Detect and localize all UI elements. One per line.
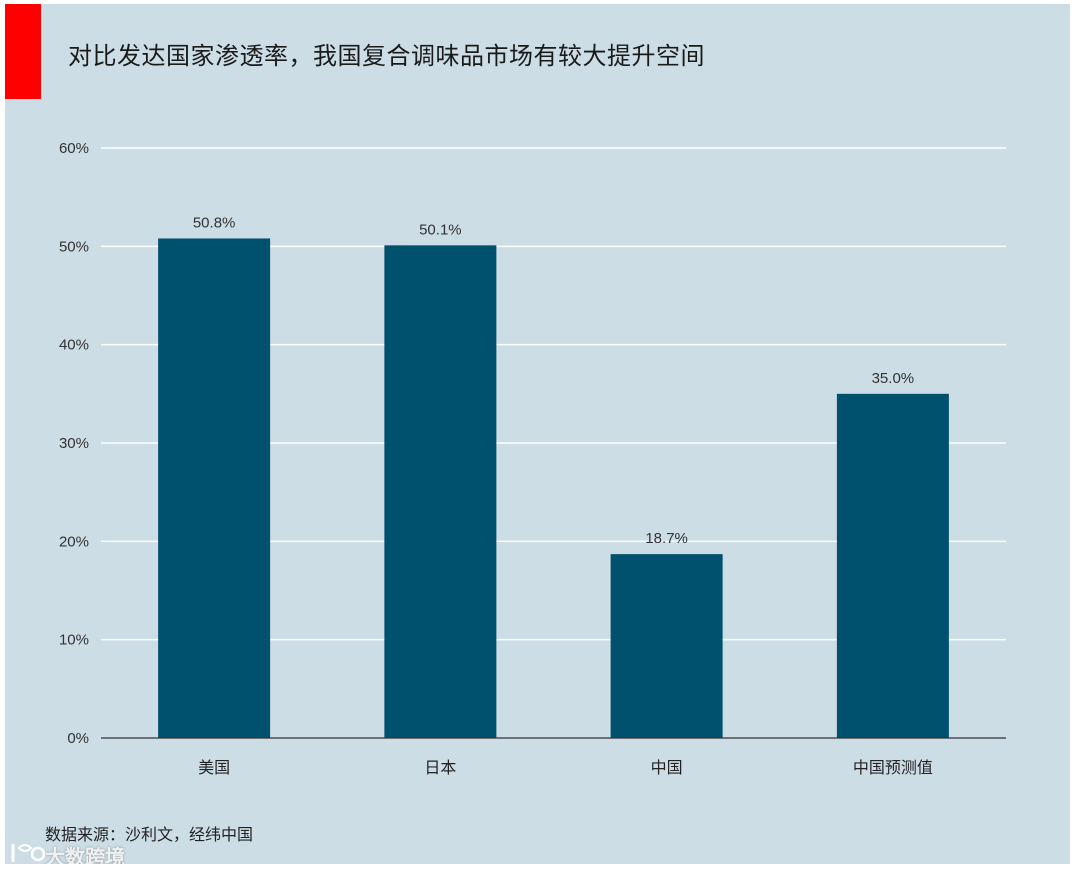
source-note: 数据来源：沙利文，经纬中国: [45, 825, 254, 844]
y-tick-label: 0%: [67, 730, 89, 747]
bar: [158, 238, 271, 738]
watermark: 大数跨境: [9, 840, 159, 864]
y-tick-label: 10%: [59, 632, 89, 649]
y-tick-label: 50%: [59, 238, 89, 255]
data-label: 50.8%: [193, 214, 236, 231]
title-accent-bar: [5, 4, 41, 99]
bar: [836, 393, 949, 738]
data-label: 50.1%: [419, 221, 462, 238]
watermark-logo-icon: [11, 844, 46, 862]
y-tick-label: 40%: [59, 337, 89, 354]
bars: [158, 238, 949, 738]
bar-chart: 0% 10% 20% 30% 40% 50% 60% 50.8% 50.1% 18.7% 35.0…: [59, 140, 1006, 777]
x-tick-label: 中国: [651, 758, 683, 777]
x-tick-label: 美国: [198, 758, 230, 777]
chart-title: 对比发达国家渗透率，我国复合调味品市场有较大提升空间: [68, 42, 705, 70]
y-tick-label: 60%: [59, 140, 89, 157]
y-tick-label: 30%: [59, 435, 89, 452]
bar: [610, 554, 723, 738]
data-label: 35.0%: [872, 370, 915, 387]
x-tick-label: 日本: [424, 758, 456, 777]
x-axis-labels: 美国 日本 中国 中国预测值: [198, 758, 933, 777]
chart-panel: 对比发达国家渗透率，我国复合调味品市场有较大提升空间 0% 10% 20% 30% 40…: [5, 4, 1070, 864]
data-label: 18.7%: [645, 530, 688, 547]
watermark-text: 大数跨境: [45, 845, 125, 864]
data-labels: 50.8% 50.1% 18.7% 35.0%: [193, 214, 914, 547]
y-tick-label: 20%: [59, 533, 89, 550]
y-axis-ticks: 0% 10% 20% 30% 40% 50% 60%: [59, 140, 89, 747]
bar: [384, 245, 497, 738]
x-tick-label: 中国预测值: [853, 758, 933, 777]
